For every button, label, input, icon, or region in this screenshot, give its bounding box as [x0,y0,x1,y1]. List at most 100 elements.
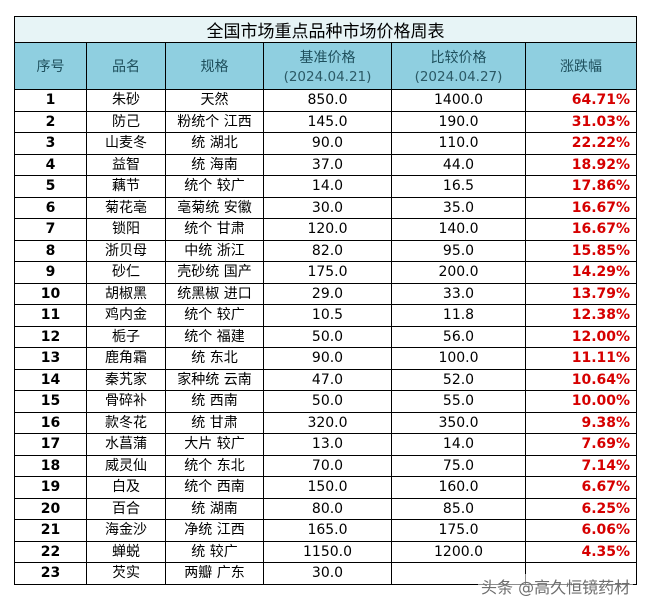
cell-change: 10.64% [524,368,638,391]
cell-name: 骨碎补 [86,390,166,413]
cell-change: 13.79% [524,282,638,305]
cell-spec: 亳菊统 安徽 [165,196,264,219]
cell-compare-price: 1200.0 [391,540,526,563]
cell-change: 15.85% [524,239,638,262]
cell-compare-price: 52.0 [391,368,526,391]
price-table-sheet: 全国市场重点品种市场价格周表 序号 品名 规格 基准价格 (2024.04.21… [13,16,638,585]
table-row: 22 蝉蜕统 较广 1150.0 1200.0 4.35% [14,540,638,563]
cell-base-price: 70.0 [263,454,392,477]
cell-compare-price: 110.0 [391,132,526,155]
cell-base-price: 145.0 [263,110,392,133]
cell-change: 6.06% [524,519,638,542]
cell-name: 百合 [86,497,166,520]
cell-compare-price: 100.0 [391,347,526,370]
cell-spec: 统个 较广 [165,175,264,198]
cell-index: 7 [14,218,87,241]
cell-change: 12.38% [524,304,638,327]
cell-change: 31.03% [524,110,638,133]
cell-name: 朱砂 [86,89,166,112]
table-row: 20 百合统 湖南 80.0 85.0 6.25% [14,497,638,520]
cell-base-price: 165.0 [263,519,392,542]
cell-name: 防己 [86,110,166,133]
table-body: 1 朱砂 天然 850.0 1400.0 64.71% 2 防己 粉统个 江西 145.0 190.… [14,89,638,585]
cell-name: 栀子 [86,325,166,348]
cell-index: 21 [14,519,87,542]
cell-base-price: 50.0 [263,325,392,348]
cell-name: 浙贝母 [86,239,166,262]
cell-spec: 家种统 云南 [165,368,264,391]
cell-base-price: 80.0 [263,497,392,520]
cell-index: 4 [14,153,87,176]
cell-base-price: 175.0 [263,261,392,284]
cell-compare-price: 35.0 [391,196,526,219]
table-row: 16 款冬花统 甘肃 320.0 350.0 9.38% [14,411,638,434]
header-base-date: (2024.04.21) [283,69,372,85]
cell-name: 锁阳 [86,218,166,241]
cell-name: 砂仁 [86,261,166,284]
cell-name: 秦艽家 [86,368,166,391]
table-row: 7 锁阳 统个 甘肃 120.0 140.0 16.67% [14,218,638,241]
cell-spec: 壳砂统 国产 [165,261,264,284]
cell-index: 15 [14,390,87,413]
cell-change: 7.69% [524,433,638,456]
price-table: 全国市场重点品种市场价格周表 序号 品名 规格 基准价格 (2024.04.21… [13,16,638,585]
cell-name: 鸡内金 [86,304,166,327]
cell-name: 鹿角霜 [86,347,166,370]
cell-compare-price: 1400.0 [391,89,526,112]
cell-index: 11 [14,304,87,327]
table-row: 13 鹿角霜统 东北 90.0 100.0 11.11% [14,347,638,370]
table-row: 5 藕节 统个 较广 14.0 16.5 17.86% [14,175,638,198]
cell-compare-price: 14.0 [391,433,526,456]
cell-name: 水菖蒲 [86,433,166,456]
cell-index: 9 [14,261,87,284]
cell-change: 16.67% [524,196,638,219]
cell-base-price: 37.0 [263,153,392,176]
cell-change: 4.35% [524,540,638,563]
cell-spec: 统 海南 [165,153,264,176]
cell-name: 益智 [86,153,166,176]
cell-name: 胡椒黑 [86,282,166,305]
cell-change: 12.00% [524,325,638,348]
cell-spec: 统 较广 [165,540,264,563]
cell-index: 2 [14,110,87,133]
cell-change: 6.25% [524,497,638,520]
cell-spec: 净统 江西 [165,519,264,542]
cell-change: 17.86% [524,175,638,198]
cell-change: 11.11% [524,347,638,370]
cell-change: 9.38% [524,411,638,434]
table-row: 2 防己 粉统个 江西 145.0 190.0 31.03% [14,110,638,133]
cell-index: 23 [14,562,87,585]
cell-name: 白及 [86,476,166,499]
cell-change: 16.67% [524,218,638,241]
cell-spec: 粉统个 江西 [165,110,264,133]
table-row: 8 浙贝母 中统 浙江 82.0 95.0 15.85% [14,239,638,262]
cell-spec: 天然 [165,89,264,112]
table-row: 14 秦艽家 家种统 云南 47.0 52.0 10.64% [14,368,638,391]
cell-compare-price: 350.0 [391,411,526,434]
cell-spec: 统个 东北 [165,454,264,477]
cell-index: 3 [14,132,87,155]
cell-index: 6 [14,196,87,219]
cell-spec: 统 西南 [165,390,264,413]
cell-index: 10 [14,282,87,305]
cell-base-price: 30.0 [263,196,392,219]
cell-index: 1 [14,89,87,112]
header-name: 品名 [86,42,166,90]
cell-name: 海金沙 [86,519,166,542]
cell-compare-price: 175.0 [391,519,526,542]
cell-name: 藕节 [86,175,166,198]
cell-compare-price: 160.0 [391,476,526,499]
cell-compare-price: 55.0 [391,390,526,413]
cell-spec: 统个 甘肃 [165,218,264,241]
cell-spec: 大片 较广 [165,433,264,456]
cell-compare-price: 11.8 [391,304,526,327]
cell-index: 18 [14,454,87,477]
cell-compare-price: 140.0 [391,218,526,241]
cell-index: 20 [14,497,87,520]
cell-name: 芡实 [86,562,166,585]
cell-name: 菊花亳 [86,196,166,219]
header-spec: 规格 [165,42,264,90]
cell-compare-price: 75.0 [391,454,526,477]
cell-base-price: 90.0 [263,347,392,370]
cell-name: 款冬花 [86,411,166,434]
